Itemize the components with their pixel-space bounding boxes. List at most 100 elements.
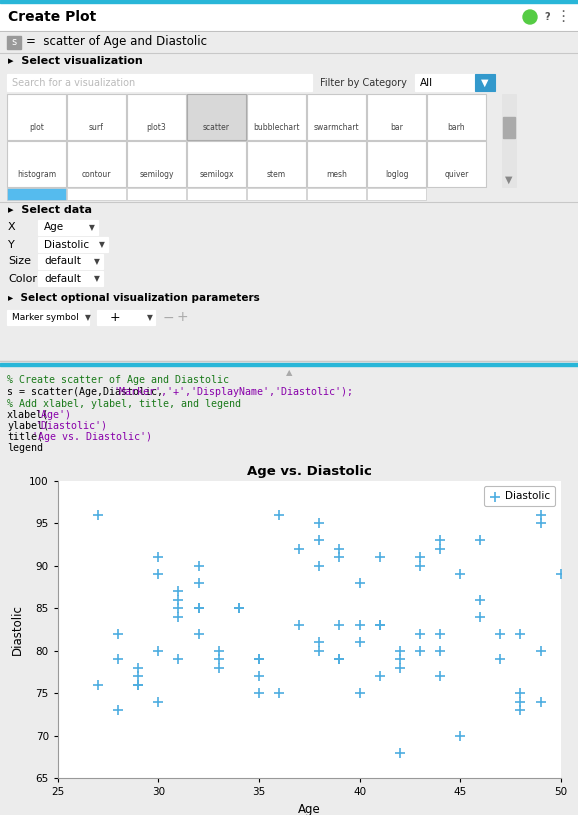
Bar [0,363,578,366]
Text: ▼: ▼ [505,175,513,185]
Text: default: default [44,257,81,267]
Text: ?: ? [544,12,550,22]
Diastolic [314,636,324,649]
Diastolic [194,576,203,589]
Diastolic [395,747,405,760]
Text: 'Age'): 'Age') [36,410,72,420]
Diastolic [254,687,264,700]
Diastolic [134,678,143,691]
Text: ▼: ▼ [147,313,153,322]
Diastolic [335,619,344,632]
Diastolic [174,610,183,623]
Bar [127,141,186,187]
Diastolic [355,636,364,649]
Diastolic [415,628,424,641]
Bar [67,94,126,140]
Bar [0,0,578,3]
Diastolic [234,601,243,615]
Diastolic [375,551,384,564]
Diastolic [254,653,264,666]
Text: bubblechart: bubblechart [253,123,300,132]
Bar [38,237,108,252]
Diastolic [134,678,143,691]
Diastolic [435,645,444,658]
Diastolic [516,687,525,700]
Text: =  scatter of Age and Diastolic: = scatter of Age and Diastolic [26,36,207,49]
Diastolic [335,653,344,666]
Diastolic [154,695,163,708]
Text: 'Marker','+','DisplayName','Diastolic');: 'Marker','+','DisplayName','Diastolic'); [114,386,354,397]
Bar [307,141,366,187]
Text: ▼: ▼ [94,257,100,266]
Bar [247,94,306,140]
Diastolic [355,619,364,632]
Diastolic [154,551,163,564]
Text: ▼: ▼ [99,240,105,249]
Diastolic [476,593,485,606]
Text: All: All [420,77,433,87]
Bar [38,271,103,286]
Diastolic [516,695,525,708]
Diastolic [415,551,424,564]
Text: ▼: ▼ [89,223,95,232]
Legend: Diastolic: Diastolic [484,486,555,506]
Bar [7,94,66,140]
Text: barh: barh [448,123,465,132]
Bar [127,188,186,200]
Diastolic [254,670,264,683]
Text: Age: Age [44,222,64,232]
Diastolic [375,619,384,632]
Text: semilogy: semilogy [139,170,174,179]
Bar [97,310,155,325]
Text: swarmchart: swarmchart [314,123,360,132]
Diastolic [134,670,143,683]
Text: Marker symbol: Marker symbol [12,313,79,322]
Diastolic [395,645,405,658]
Circle shape [523,10,537,24]
Diastolic [496,628,505,641]
Bar [7,36,21,49]
Text: Diastolic: Diastolic [44,240,89,249]
Diastolic [214,645,223,658]
Diastolic [415,559,424,572]
Diastolic [455,729,465,742]
Diastolic [214,661,223,674]
Text: plot: plot [29,123,44,132]
Text: s = scatter(Age,Diastolic,: s = scatter(Age,Diastolic, [7,386,163,397]
Diastolic [496,653,505,666]
Text: −: − [163,311,175,324]
Text: stem: stem [267,170,286,179]
Text: Size: Size [8,257,31,267]
Bar [415,74,495,91]
Text: ylabel(: ylabel( [7,421,49,430]
Diastolic [435,670,444,683]
Bar [7,188,66,200]
Diastolic [174,585,183,598]
Diastolic [536,695,545,708]
Text: 'Diastolic'): 'Diastolic') [36,421,108,430]
Text: semilogx: semilogx [199,170,234,179]
Title: Age vs. Diastolic: Age vs. Diastolic [247,465,372,478]
Text: mesh: mesh [326,170,347,179]
Text: surf: surf [89,123,104,132]
Diastolic [154,645,163,658]
Diastolic [476,610,485,623]
X-axis label: Age: Age [298,803,321,815]
Diastolic [113,628,123,641]
Text: default: default [44,274,81,284]
Text: ▸  Select data: ▸ Select data [8,205,92,215]
Diastolic [295,542,304,555]
Text: quiver: quiver [444,170,469,179]
Text: Filter by Category: Filter by Category [320,77,407,87]
Bar [307,94,366,140]
Diastolic [314,559,324,572]
Diastolic [275,687,284,700]
Bar [38,254,103,269]
Bar [7,74,312,91]
Text: histogram: histogram [17,170,56,179]
Diastolic [194,628,203,641]
Text: Create Plot: Create Plot [8,10,97,24]
Diastolic [335,542,344,555]
Bar [247,141,306,187]
Diastolic [455,568,465,581]
